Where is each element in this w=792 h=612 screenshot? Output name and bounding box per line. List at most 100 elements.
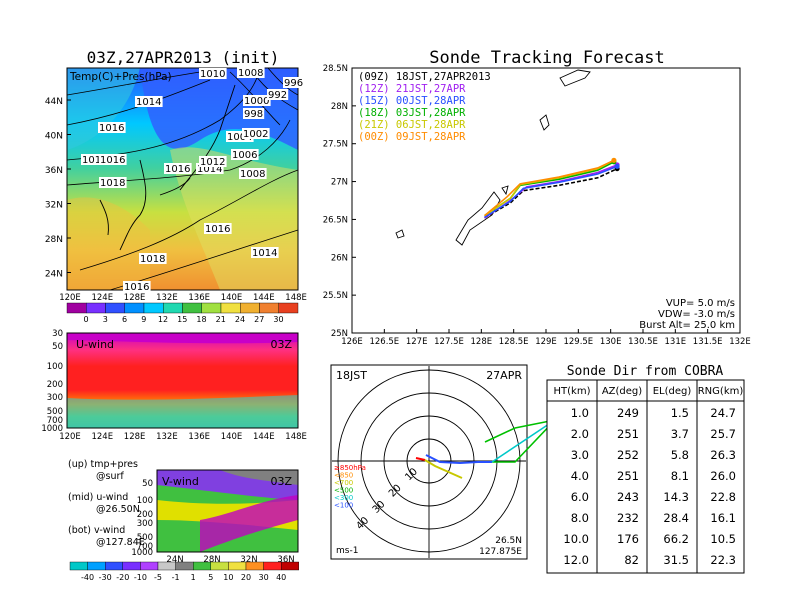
table-cell: 252 [617, 448, 639, 462]
lon-tick-label: 136E [188, 293, 210, 303]
track-x-tick-label: 132E [729, 337, 751, 347]
lat-tick-label: 44N [45, 97, 63, 107]
table-cell: 8.1 [671, 469, 689, 483]
pressure-label: 996 [284, 78, 303, 89]
table-cell: 28.4 [663, 511, 689, 525]
vwind-title: V-wind [162, 475, 199, 488]
wind-colorbar-swatch [157, 561, 176, 571]
vwind-x-label: 32N [240, 555, 257, 565]
track-x-tick-label: 126E [341, 337, 363, 347]
vwind-y-label: 500 [137, 533, 153, 543]
launch-parameter: Burst Alt= 25.0 km [639, 320, 735, 331]
pressure-label-bg [135, 96, 163, 107]
map-lon-ticks: 120E 124E 128E 132E 136E 140E 144E 148E [59, 293, 307, 303]
wind-colorbar-swatch [263, 561, 282, 571]
track-x-tick-label: 129E [535, 337, 557, 347]
wind-colorbar-label: -20 [116, 573, 129, 582]
table-cell: 251 [617, 469, 639, 483]
track-x-tick-label: 130E [600, 337, 622, 347]
uwind-panel: U-wind 03Z [66, 332, 299, 429]
wind-colorbar-label: 40 [276, 573, 286, 582]
temp-colorbar-label: 21 [216, 315, 226, 324]
track-plot-area [351, 67, 741, 334]
pressure-label-bg [231, 149, 259, 160]
pressure-label: 1014 [197, 164, 222, 175]
table-title: Sonde Dir from COBRA [567, 364, 724, 379]
table-cell: 66.2 [663, 532, 689, 546]
pressure-label-bg [123, 281, 151, 292]
panel-legend-line: (mid) u-wind [68, 492, 128, 503]
wind-colorbar-swatch [140, 561, 159, 571]
uwind-x-label: 132E [156, 432, 178, 442]
sonde-direction-table: HT(km) AZ(deg) EL(deg) RNG(km) 1.0 249 1.5 24.7… [546, 379, 745, 574]
wind-colorbar-swatch [228, 561, 247, 571]
pressure-label-bg [199, 156, 227, 167]
pressure-label: 1000 [244, 96, 269, 107]
pressure-label: 1012 [200, 157, 225, 168]
temp-colorbar-swatch [86, 302, 106, 314]
uwind-y-label: 300 [47, 393, 63, 403]
polar-lon: 127.875E [479, 547, 522, 557]
wind-colorbar-swatch [210, 561, 229, 571]
lat-tick-label: 36N [45, 166, 63, 176]
panel-legend-line: @127.84E [96, 537, 145, 548]
pressure-label-bg [196, 163, 224, 174]
polar-date: 27APR [486, 369, 522, 382]
track-x-tick-label: 130.5E [628, 337, 658, 347]
vwind-y-label: 1000 [131, 548, 153, 558]
table-cell: 10.5 [710, 532, 736, 546]
vwind-panel: V-wind 03Z [156, 469, 299, 553]
pressure-label-bg [226, 131, 254, 142]
polar-unit: ms-1 [336, 546, 358, 556]
temp-colorbar-swatch [201, 302, 222, 314]
pressure-label-bg [81, 154, 109, 165]
pressure-legend-entry: <500 [334, 487, 353, 495]
temp-colorbar-label: 27 [254, 315, 264, 324]
track-endpoint [611, 157, 617, 163]
track-legend: (09Z) 18JST,27APR2013(12Z) 21JST,27APR(1… [358, 71, 491, 143]
temp-colorbar-label: 0 [83, 315, 88, 324]
panel-legend-line: (up) tmp+pres [68, 459, 138, 470]
launch-parameter: VUP= 5.0 m/s [666, 298, 735, 309]
uwind-y-label: 1000 [41, 424, 63, 434]
pressure-label: 1014 [252, 248, 277, 259]
wind-colorbar-label: 1 [191, 573, 196, 582]
pressure-label-bg [164, 163, 192, 174]
table-header-cell: AZ(deg) [602, 386, 642, 397]
vwind-y-label: 50 [142, 479, 153, 489]
table-cell: 22.3 [710, 553, 736, 567]
lat-tick-label: 40N [45, 132, 63, 142]
track-x-tick-label: 128.5E [499, 337, 529, 347]
vwind-time: 03Z [270, 475, 292, 488]
wind-colorbar-swatch [104, 561, 123, 571]
table-cell: 243 [617, 490, 639, 504]
uwind-x-ticks: 120E 124E 128E 132E 136E 140E 144E 148E [59, 432, 307, 442]
table-cell: 1.0 [571, 406, 589, 420]
pressure-label: 1016 [100, 155, 125, 166]
temp-colorbar-swatch [163, 302, 183, 314]
temp-colorbar-label: 18 [196, 315, 206, 324]
pressure-label: 1008 [238, 68, 263, 79]
temp-colorbar-swatch [240, 302, 260, 314]
pressure-label: 1010 [200, 69, 225, 80]
track-y-tick-label: 28N [331, 102, 348, 112]
table-cell: 31.5 [663, 553, 689, 567]
track-legend-entry: (18Z) 03JST,28APR [358, 107, 466, 119]
uwind-y-label: 700 [47, 416, 63, 426]
temp-colorbar-label: 30 [273, 315, 283, 324]
pressure-label-bg [251, 247, 279, 258]
temp-colorbar-label: 6 [122, 315, 127, 324]
pressure-label-bg [199, 68, 227, 79]
track-line [484, 159, 615, 217]
track-legend-entry: (12Z) 21JST,27APR [358, 83, 466, 95]
table-cell: 4.0 [571, 469, 589, 483]
track-line [484, 165, 618, 218]
track-x-tick-label: 131.5E [693, 337, 723, 347]
wind-colorbar-label: 20 [241, 573, 251, 582]
table-cell: 22.8 [710, 490, 736, 504]
table-cell: 249 [617, 406, 639, 420]
